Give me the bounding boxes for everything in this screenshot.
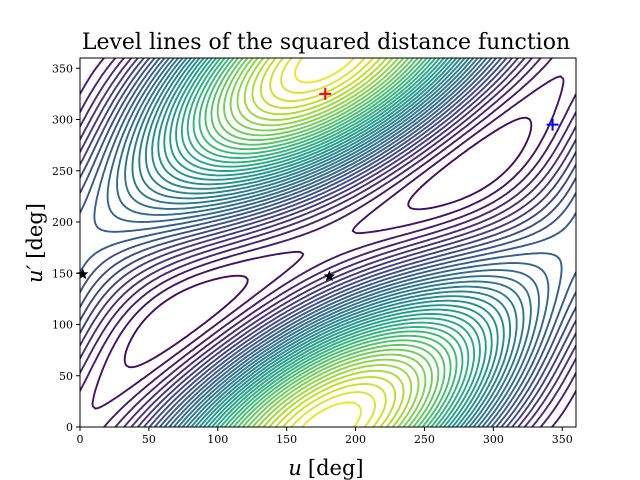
contour-level-line bbox=[251, 58, 405, 427]
contour-level-line bbox=[294, 58, 362, 427]
contour-level-line bbox=[169, 58, 487, 427]
x-axis-unit: [deg] bbox=[308, 456, 364, 480]
contour-level-line bbox=[80, 58, 576, 427]
maximum-marker bbox=[319, 87, 332, 100]
markers bbox=[77, 87, 559, 282]
contour-level-line bbox=[131, 58, 525, 427]
contour-level-line bbox=[93, 58, 563, 427]
contour-level-line bbox=[80, 58, 576, 427]
contour-level-line bbox=[80, 58, 576, 427]
contour-level-line bbox=[223, 58, 433, 427]
contour-level-line bbox=[198, 58, 458, 427]
y-tick-label: 300 bbox=[52, 114, 73, 127]
x-tick-label: 150 bbox=[276, 433, 297, 446]
contour-level-line bbox=[80, 58, 576, 427]
y-tick-label: 100 bbox=[52, 319, 73, 332]
contour-level-line bbox=[124, 58, 532, 427]
contour-level-line bbox=[116, 58, 540, 427]
chart-title: Level lines of the squared distance func… bbox=[82, 30, 570, 55]
y-axis-unit: [deg] bbox=[23, 203, 47, 259]
contour-level-line bbox=[80, 58, 576, 427]
saddle-point-marker bbox=[77, 268, 89, 280]
y-tick-label: 200 bbox=[52, 216, 73, 229]
contour-level-line bbox=[229, 58, 427, 427]
contour-level-line bbox=[157, 58, 499, 427]
minimum-marker bbox=[546, 118, 559, 131]
y-tick-label: 50 bbox=[59, 370, 73, 383]
y-tick-label: 250 bbox=[52, 165, 73, 178]
x-axis-ticks: 0 50 100 150 200 250 300 350 bbox=[77, 427, 573, 446]
x-tick-label: 100 bbox=[207, 433, 228, 446]
y-tick-label: 350 bbox=[52, 62, 73, 75]
x-tick-label: 350 bbox=[552, 433, 573, 446]
x-axis-label: u [deg] bbox=[288, 456, 363, 480]
y-tick-label: 150 bbox=[52, 267, 73, 280]
y-tick-label: 0 bbox=[66, 421, 73, 434]
contour-level-line bbox=[138, 58, 518, 427]
contour-level-line bbox=[216, 58, 440, 427]
contour-level-line bbox=[80, 58, 576, 427]
x-tick-label: 50 bbox=[142, 433, 156, 446]
plot-frame bbox=[79, 57, 577, 428]
saddle-point-marker bbox=[323, 270, 336, 282]
y-axis-variable: u′ bbox=[23, 264, 47, 283]
x-axis-variable: u bbox=[288, 456, 302, 480]
contour-level-line bbox=[236, 58, 420, 427]
contour-level-line bbox=[204, 58, 452, 427]
x-tick-label: 200 bbox=[345, 433, 366, 446]
y-axis-ticks: 0 50 100 150 200 250 300 350 bbox=[52, 62, 80, 434]
contour-level-line bbox=[280, 58, 376, 427]
contour-level-line bbox=[175, 58, 481, 427]
x-tick-label: 300 bbox=[483, 433, 504, 446]
x-tick-label: 250 bbox=[414, 433, 435, 446]
contour-level-line bbox=[243, 58, 413, 427]
contour-level-line bbox=[80, 58, 576, 427]
contour-level-line bbox=[210, 58, 446, 427]
contour-level-line bbox=[123, 116, 533, 369]
contour-level-line bbox=[151, 58, 505, 427]
contour-level-line bbox=[91, 75, 565, 410]
contour-lines bbox=[80, 58, 576, 427]
x-tick-label: 0 bbox=[77, 433, 84, 446]
contour-level-line bbox=[259, 58, 397, 427]
contour-level-line bbox=[186, 58, 470, 427]
y-axis-label: u′ [deg] bbox=[23, 203, 47, 283]
